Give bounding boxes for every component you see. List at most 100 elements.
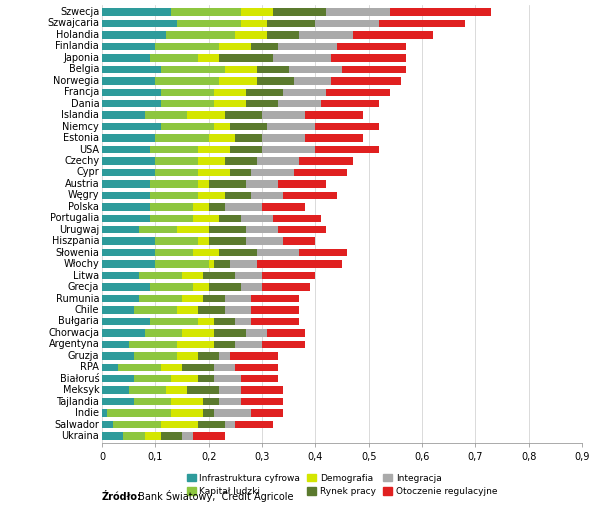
Bar bbox=[102, 386, 128, 394]
Bar bbox=[102, 364, 118, 371]
Bar bbox=[102, 283, 150, 291]
Bar bbox=[326, 8, 390, 16]
Bar bbox=[268, 20, 316, 27]
Bar bbox=[214, 261, 230, 268]
Bar bbox=[102, 20, 176, 27]
Bar bbox=[235, 318, 251, 325]
Bar bbox=[251, 306, 299, 314]
Bar bbox=[209, 180, 246, 187]
Bar bbox=[220, 398, 241, 405]
Bar bbox=[235, 421, 272, 428]
Bar bbox=[155, 134, 209, 142]
Bar bbox=[278, 180, 326, 187]
Bar bbox=[102, 180, 150, 187]
Bar bbox=[198, 169, 230, 176]
Bar bbox=[316, 146, 379, 153]
Bar bbox=[224, 203, 262, 211]
Bar bbox=[150, 146, 198, 153]
Bar bbox=[102, 215, 150, 222]
Text: Bank Światowy,  Credit Agricole: Bank Światowy, Credit Agricole bbox=[135, 490, 293, 502]
Bar bbox=[102, 375, 134, 383]
Bar bbox=[257, 157, 299, 165]
Bar bbox=[161, 123, 214, 130]
Bar bbox=[246, 89, 283, 96]
Bar bbox=[262, 283, 310, 291]
Bar bbox=[241, 20, 268, 27]
Bar bbox=[224, 157, 257, 165]
Bar bbox=[214, 89, 246, 96]
Bar bbox=[224, 65, 257, 73]
Bar bbox=[102, 31, 166, 39]
Bar bbox=[198, 306, 224, 314]
Bar bbox=[113, 421, 161, 428]
Bar bbox=[283, 192, 337, 199]
Bar bbox=[176, 226, 209, 233]
Bar bbox=[209, 226, 246, 233]
Bar bbox=[235, 340, 262, 348]
Bar bbox=[198, 421, 224, 428]
Bar bbox=[246, 180, 278, 187]
Bar bbox=[241, 283, 262, 291]
Bar bbox=[155, 237, 198, 245]
Bar bbox=[353, 31, 433, 39]
Bar bbox=[102, 352, 134, 359]
Bar bbox=[102, 89, 161, 96]
Bar bbox=[257, 65, 289, 73]
Bar bbox=[331, 54, 406, 62]
Bar bbox=[193, 249, 220, 256]
Bar bbox=[379, 20, 464, 27]
Bar bbox=[182, 364, 214, 371]
Bar bbox=[139, 226, 176, 233]
Bar bbox=[102, 77, 155, 84]
Bar bbox=[305, 111, 364, 119]
Bar bbox=[176, 306, 198, 314]
Bar bbox=[182, 272, 203, 279]
Bar bbox=[209, 203, 224, 211]
Bar bbox=[257, 261, 342, 268]
Bar bbox=[187, 111, 224, 119]
Bar bbox=[209, 261, 214, 268]
Bar bbox=[262, 203, 305, 211]
Bar bbox=[155, 77, 220, 84]
Bar bbox=[198, 375, 214, 383]
Bar bbox=[102, 192, 150, 199]
Legend: Infrastruktura cyfrowa, Kapitał ludzki, Demografia, Rynek pracy, Integracja, Oto: Infrastruktura cyfrowa, Kapitał ludzki, … bbox=[187, 474, 497, 496]
Bar bbox=[214, 100, 246, 108]
Bar bbox=[198, 237, 209, 245]
Bar bbox=[294, 169, 347, 176]
Bar bbox=[272, 215, 320, 222]
Bar bbox=[342, 65, 406, 73]
Bar bbox=[145, 111, 187, 119]
Bar bbox=[150, 54, 198, 62]
Bar bbox=[102, 295, 139, 302]
Bar bbox=[331, 77, 401, 84]
Bar bbox=[224, 306, 251, 314]
Bar bbox=[172, 375, 198, 383]
Bar bbox=[102, 54, 150, 62]
Bar bbox=[155, 43, 220, 50]
Bar bbox=[230, 146, 262, 153]
Bar bbox=[214, 329, 246, 337]
Bar bbox=[246, 237, 283, 245]
Bar bbox=[176, 352, 198, 359]
Bar bbox=[198, 157, 224, 165]
Bar bbox=[102, 432, 124, 440]
Bar bbox=[246, 100, 278, 108]
Bar bbox=[235, 31, 268, 39]
Bar bbox=[246, 329, 268, 337]
Bar bbox=[161, 432, 182, 440]
Bar bbox=[102, 318, 150, 325]
Bar bbox=[128, 386, 166, 394]
Bar bbox=[118, 364, 161, 371]
Bar bbox=[214, 340, 235, 348]
Bar bbox=[278, 43, 337, 50]
Bar bbox=[230, 261, 257, 268]
Bar bbox=[102, 306, 134, 314]
Bar bbox=[251, 192, 283, 199]
Bar bbox=[203, 398, 220, 405]
Bar bbox=[187, 386, 220, 394]
Bar bbox=[203, 295, 224, 302]
Bar bbox=[230, 169, 251, 176]
Bar bbox=[139, 272, 182, 279]
Bar bbox=[150, 203, 193, 211]
